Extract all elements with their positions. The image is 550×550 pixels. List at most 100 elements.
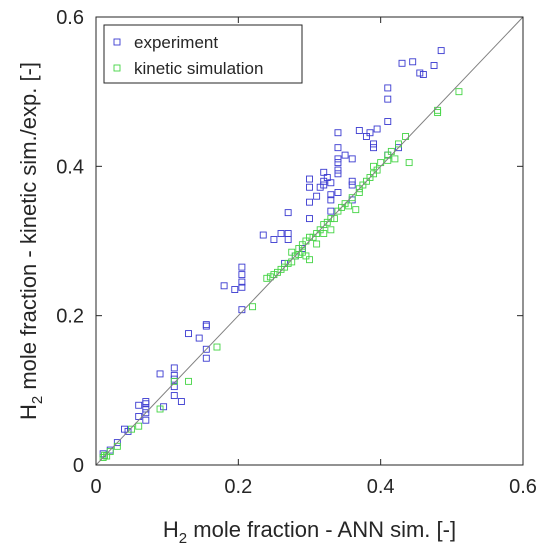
series-1-point-59: [334, 155, 342, 163]
series-2-point-52: [370, 170, 377, 178]
series-1-point-66: [348, 177, 356, 185]
series-2-point-19: [284, 259, 292, 267]
axes-layer: 0 0.2 0.4 0.600.20.40.6H2 mole fraction - A…: [16, 7, 537, 547]
series-2-point-46: [352, 206, 360, 214]
plot-frame: [95, 16, 524, 466]
series-2-point-8: [156, 405, 164, 413]
series-1-point-69: [355, 127, 363, 134]
series-1-point-47: [313, 192, 321, 200]
x-tick-label-4: 0.6: [509, 476, 537, 498]
legend-label-1: experiment: [134, 33, 218, 52]
series-1-point-73: [370, 144, 377, 152]
series-1-point-58: [334, 144, 342, 152]
series-2-point-42: [338, 203, 345, 211]
series-2-point-33: [313, 240, 321, 248]
series-2-point-53: [370, 162, 377, 170]
series-1-point-84: [430, 62, 438, 69]
y-axis-label-rest: mole fraction - kinetic sim./exp. [-]: [16, 62, 41, 396]
series-1-point-15: [170, 364, 178, 372]
series-1-point-48: [316, 183, 324, 191]
series-1-point-25: [202, 345, 210, 353]
series-2-point-14: [266, 273, 274, 281]
y-axis-label: H2 mole fraction - kinetic sim./exp. [-]: [16, 62, 46, 420]
x-tick-label-1: 0: [90, 476, 101, 498]
series-1-point-50: [320, 177, 328, 185]
series-2-point-59: [391, 155, 399, 163]
reference-line-layer: [95, 16, 524, 466]
series-2-point-2: [101, 451, 108, 459]
series-1-point-71: [366, 129, 374, 137]
series-1-point-46: [306, 215, 313, 223]
series-1-point-31: [238, 278, 246, 286]
series-2-point-30: [306, 256, 313, 264]
series-2-point-65: [455, 88, 463, 96]
series-1-point-3: [113, 439, 121, 447]
series-2-point-36: [320, 230, 328, 237]
series-1-point-83: [419, 71, 427, 78]
series-2-point-17: [277, 265, 285, 273]
series-1-point-70: [362, 133, 370, 140]
series-2-point-13: [263, 274, 271, 282]
series-1-point-28: [231, 286, 239, 293]
series-1-point-39: [284, 230, 292, 237]
series-2-point-44: [345, 202, 353, 210]
series-2-point-11: [213, 343, 221, 351]
series-1-point-67: [348, 181, 356, 189]
series-2-point-50: [362, 177, 370, 185]
series-1-point-72: [370, 140, 377, 148]
series-1-point-26: [202, 354, 210, 362]
series-2-point-41: [334, 207, 342, 215]
series-1-point-4: [121, 425, 128, 433]
series-2-point-43: [341, 200, 349, 208]
series-2-point-4: [106, 448, 114, 456]
series-1-point-52: [323, 174, 331, 181]
series-1-point-53: [327, 179, 335, 187]
y-tick-label-3: 0.4: [56, 156, 84, 178]
series-1-point-38: [284, 209, 292, 217]
legend: experiment kinetic simulation: [103, 24, 303, 84]
series-1-point-27: [220, 282, 228, 290]
series-1-point-85: [437, 47, 445, 55]
series-1-point-51: [320, 181, 328, 189]
series-1-point-32: [238, 283, 246, 291]
series-2-point-39: [327, 226, 335, 234]
series-1-point-82: [416, 69, 424, 77]
legend-marker-1: [113, 38, 121, 46]
series-2-point-34: [316, 226, 324, 234]
series-1-point-40: [284, 236, 292, 243]
y-axis-label-sub: 2: [29, 396, 46, 404]
series-1-point-64: [341, 151, 349, 159]
series-1: [99, 47, 445, 458]
y-tick-label-1: 0: [73, 455, 84, 477]
series-2-point-32: [313, 230, 321, 237]
series-2-point-12: [249, 303, 257, 311]
series-2-point-9: [170, 377, 178, 385]
series-1-point-42: [298, 245, 306, 252]
series-1-point-20: [177, 398, 185, 405]
series-2-point-54: [373, 166, 381, 174]
series-1-point-9: [142, 400, 150, 408]
series-1-point-81: [409, 58, 417, 66]
series-1-point-5: [124, 427, 132, 435]
series-1-point-23: [202, 321, 210, 329]
series-1-point-29: [238, 263, 246, 271]
series-2-point-38: [327, 215, 335, 223]
series-1-point-8: [142, 398, 150, 405]
series-2-point-6: [128, 425, 136, 433]
series-1-point-77: [384, 118, 392, 125]
series-2-point-64: [434, 109, 442, 117]
series-1-point-34: [259, 231, 267, 239]
series-1-point-36: [277, 230, 285, 237]
reference-line: [95, 16, 524, 466]
series-1-point-54: [327, 191, 335, 199]
legend-label-2: kinetic simulation: [134, 59, 263, 78]
series-1-point-16: [170, 371, 178, 379]
series-1-point-76: [384, 95, 392, 103]
x-axis-label: H2 mole fraction - ANN sim. [-]: [163, 517, 456, 547]
series-2-point-3: [103, 452, 111, 460]
series-1-point-80: [398, 59, 406, 67]
series-2-point-31: [309, 233, 317, 241]
series-1-point-74: [373, 125, 381, 133]
series-1-point-24: [202, 322, 210, 330]
